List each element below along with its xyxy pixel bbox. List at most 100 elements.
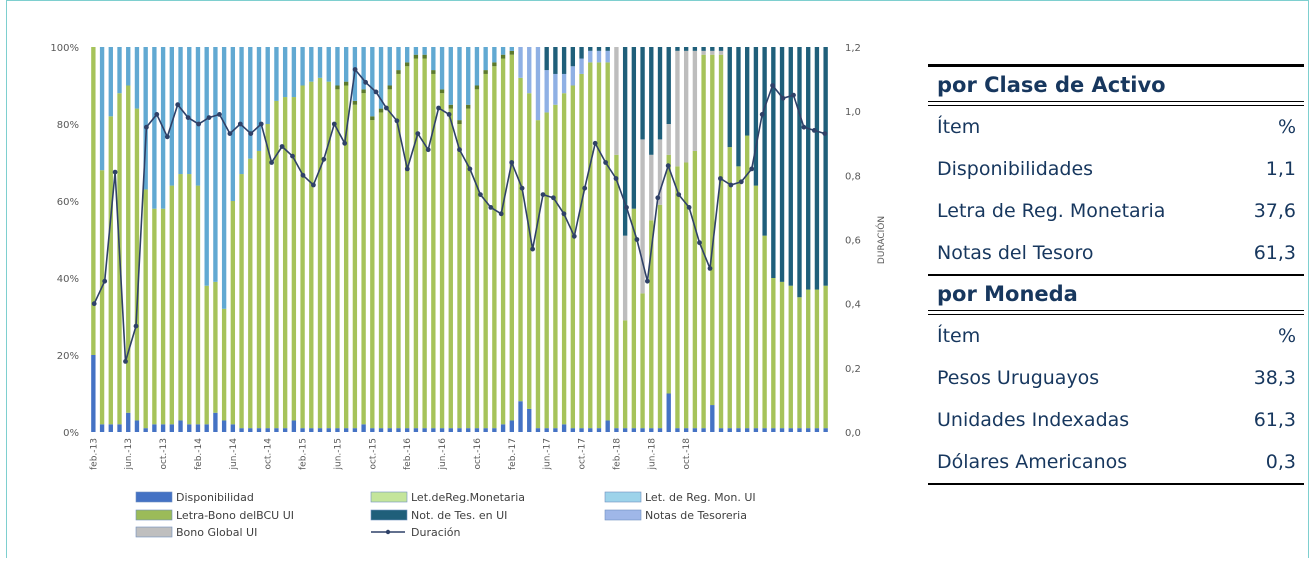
legend-swatch-marker [385, 529, 391, 535]
bar-segment-lrmui [169, 47, 174, 186]
bar-segment-bg [649, 154, 654, 221]
bar-segment-disp [466, 428, 471, 432]
bar-segment-bg [718, 50, 724, 55]
bar-segment-lrm [596, 62, 602, 429]
duracion-point [206, 115, 212, 120]
bar-segment-lrm [500, 58, 506, 425]
bar-segment-lrm [413, 58, 419, 429]
bar-segment-disp [187, 424, 192, 432]
bar-segment-lrm [448, 108, 453, 429]
bar-segment-ntui [814, 47, 820, 290]
bar-segment-lrm [396, 73, 401, 429]
bar-segment-lrm [631, 208, 637, 429]
bar-segment-lrm [753, 185, 759, 429]
table-row: Pesos Uruguayos 38,3 [928, 357, 1304, 399]
bar-segment-disp [797, 428, 802, 432]
bar-segment-disp [544, 428, 549, 432]
bar-segment-disp [483, 428, 488, 432]
bar-segment-disp [753, 428, 759, 432]
bar-segment-lrmui [195, 47, 201, 186]
bar-segment-disp [657, 428, 663, 432]
bar-segment-disp [509, 420, 514, 432]
legend-label: Duración [411, 526, 461, 539]
bar-segment-disp [178, 420, 183, 432]
duracion-point [571, 233, 577, 239]
bar-segment-lrm [195, 185, 201, 425]
bar-segment-lrmui [143, 47, 148, 190]
bar-segment-disp [518, 401, 523, 432]
bar-segment-ntui [561, 47, 567, 74]
bar-segment-bcuui [457, 120, 462, 124]
bar-segment-lrm [422, 58, 427, 429]
duracion-point [342, 140, 348, 146]
duracion-point [425, 147, 431, 153]
bar-segment-lrm [160, 208, 166, 425]
bar-segment-lrm [561, 93, 567, 425]
bar-segment-lrm [387, 89, 392, 429]
bar-segment-lrm [701, 54, 706, 429]
bar-segment-lrmui [126, 47, 131, 86]
bar-segment-disp [771, 428, 776, 432]
bar-segment-disp [561, 424, 567, 432]
bar-segment-lrm [710, 54, 715, 406]
bar-segment-lrm [457, 124, 462, 429]
table-row: Notas del Tesoro 61,3 [928, 232, 1304, 274]
bar-segment-bg [710, 50, 715, 55]
bar-segment-lrm [483, 73, 488, 429]
bar-segment-bcuui [431, 70, 436, 74]
bar-segment-ntui [753, 47, 759, 186]
duracion-point [279, 144, 285, 149]
bar-segment-lrmui [291, 47, 297, 98]
bar-segment-lrmui [187, 47, 192, 175]
bar-segment-lrm [745, 135, 750, 429]
bar-segment-lrm [605, 62, 610, 421]
bar-segment-nt [605, 50, 610, 63]
bar-segment-disp [143, 428, 148, 432]
duracion-point [592, 140, 598, 146]
duracion-point [258, 121, 264, 127]
x-tick-label: oct.-15 [368, 438, 378, 470]
bar-segment-bcuui [483, 70, 488, 74]
duracion-point [707, 266, 713, 271]
table-head-moneda: Ítem % [928, 315, 1304, 357]
bar-segment-disp [579, 428, 584, 432]
legend-swatch [370, 491, 408, 503]
duracion-point [561, 211, 567, 217]
bar-segment-lrmui [474, 47, 480, 86]
bar-segment-bcuui [378, 108, 384, 113]
bar-segment-lrm [343, 85, 349, 429]
duracion-point [686, 205, 692, 210]
bar-segment-disp [378, 428, 384, 432]
duracion-point [227, 131, 233, 137]
bar-segment-lrm [370, 120, 375, 429]
table-end-rule [928, 483, 1304, 485]
bar-layer [91, 47, 828, 432]
table-title-clase: por Clase de Activo [928, 64, 1304, 101]
legend-swatch [135, 509, 173, 521]
bar-segment-lrm [405, 66, 410, 429]
bar-segment-lrm [221, 308, 227, 421]
duracion-point [185, 115, 191, 120]
bar-segment-bg [657, 139, 663, 205]
bar-segment-disp [457, 428, 462, 432]
bar-segment-lrm [361, 93, 366, 425]
bar-segment-disp [439, 428, 445, 432]
x-tick-label: jun.-18 [647, 438, 657, 471]
bar-segment-lrmui [317, 47, 323, 78]
duracion-point [415, 131, 421, 137]
row-pct: 37,6 [1253, 200, 1296, 222]
duracion-point [791, 92, 796, 98]
bar-segment-nt [596, 50, 602, 63]
bar-segment-lrm [300, 85, 305, 429]
bar-segment-bcuui [448, 104, 453, 109]
bar-segment-lrm [204, 285, 209, 425]
bar-segment-lrmui [248, 47, 253, 159]
bar-segment-lrm [248, 158, 253, 429]
bar-segment-lrmui [439, 47, 445, 90]
bar-segment-disp [710, 405, 715, 432]
bar-segment-disp [736, 428, 741, 432]
x-tick-label: feb.-14 [194, 438, 204, 470]
stacked-bar-chart: 0% 20% 40% 60% 80% 100% 0,0 0,2 0,4 0,6 0,8 1,0 1,2… [50, 43, 887, 539]
duracion-point [384, 105, 389, 111]
bar-segment-ntui [745, 47, 750, 136]
